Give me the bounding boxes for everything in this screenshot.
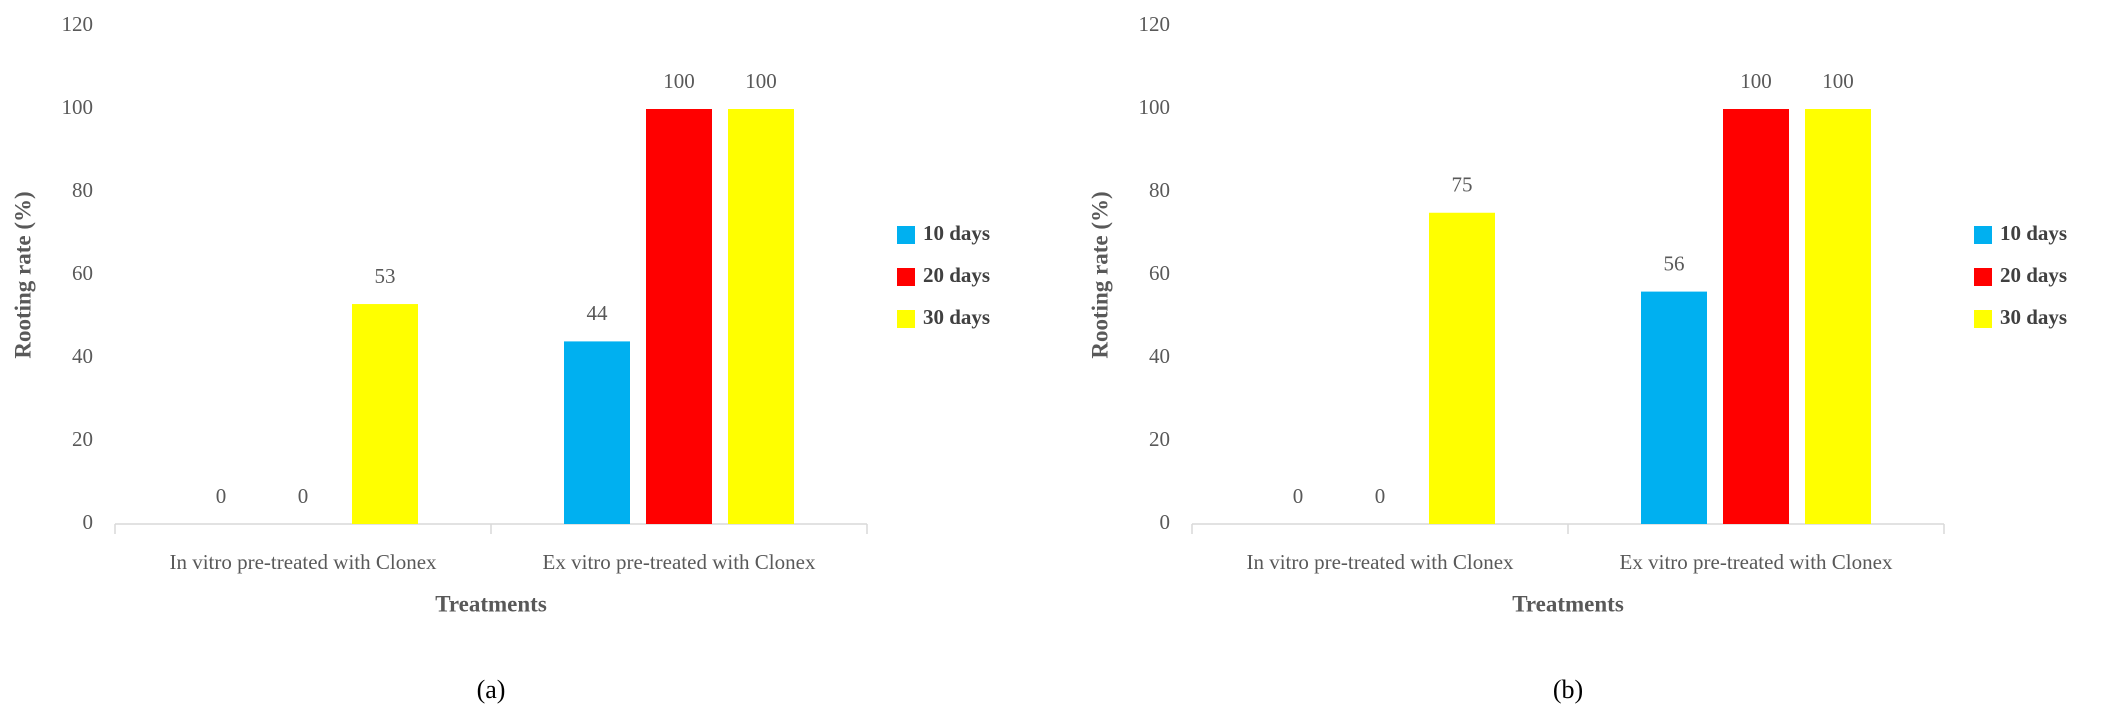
panel-label: (a) — [477, 675, 506, 704]
y-tick-label: 80 — [72, 178, 93, 202]
bar — [1641, 291, 1707, 524]
legend-swatch — [1974, 268, 1992, 286]
x-tick-label: In vitro pre-treated with Clonex — [169, 550, 437, 574]
panel-label: (b) — [1553, 675, 1583, 704]
bar — [646, 109, 712, 524]
y-axis-title: Rooting rate (%) — [1087, 191, 1112, 358]
data-label: 100 — [745, 69, 777, 93]
data-label: 100 — [663, 69, 695, 93]
legend-swatch — [897, 268, 915, 286]
x-tick-label: Ex vitro pre-treated with Clonex — [1620, 550, 1893, 574]
y-tick-label: 60 — [72, 261, 93, 285]
y-tick-label: 60 — [1149, 261, 1170, 285]
data-label: 56 — [1664, 251, 1685, 275]
data-label: 75 — [1452, 173, 1473, 197]
y-tick-label: 80 — [1149, 178, 1170, 202]
data-label: 53 — [375, 264, 396, 288]
bar — [1429, 212, 1495, 524]
bar — [1723, 109, 1789, 524]
y-tick-label: 20 — [1149, 427, 1170, 451]
legend-label: 10 days — [923, 221, 990, 245]
legend-label: 30 days — [2000, 305, 2067, 329]
y-tick-label: 0 — [83, 510, 94, 534]
y-tick-label: 100 — [1139, 95, 1171, 119]
y-axis-title: Rooting rate (%) — [10, 191, 35, 358]
legend-swatch — [1974, 310, 1992, 328]
bar — [564, 341, 630, 524]
data-label: 0 — [216, 484, 227, 508]
x-tick-label: In vitro pre-treated with Clonex — [1246, 550, 1514, 574]
bar — [728, 109, 794, 524]
legend-label: 20 days — [923, 263, 990, 287]
y-tick-label: 100 — [62, 95, 94, 119]
legend-swatch — [1974, 226, 1992, 244]
y-tick-label: 40 — [72, 344, 93, 368]
x-tick-label: Ex vitro pre-treated with Clonex — [543, 550, 816, 574]
x-axis-title: Treatments — [1512, 591, 1624, 616]
x-axis-title: Treatments — [435, 591, 547, 616]
y-tick-label: 0 — [1160, 510, 1171, 534]
legend-label: 10 days — [2000, 221, 2067, 245]
legend-swatch — [897, 310, 915, 328]
data-label: 100 — [1822, 69, 1854, 93]
y-tick-label: 40 — [1149, 344, 1170, 368]
y-tick-label: 120 — [62, 12, 94, 36]
data-label: 100 — [1740, 69, 1772, 93]
bar — [1805, 109, 1871, 524]
data-label: 44 — [587, 301, 609, 325]
data-label: 0 — [1293, 484, 1304, 508]
y-tick-label: 20 — [72, 427, 93, 451]
legend-label: 30 days — [923, 305, 990, 329]
data-label: 0 — [1375, 484, 1386, 508]
legend-label: 20 days — [2000, 263, 2067, 287]
y-tick-label: 120 — [1139, 12, 1171, 36]
data-label: 0 — [298, 484, 309, 508]
bar — [352, 304, 418, 524]
legend-swatch — [897, 226, 915, 244]
